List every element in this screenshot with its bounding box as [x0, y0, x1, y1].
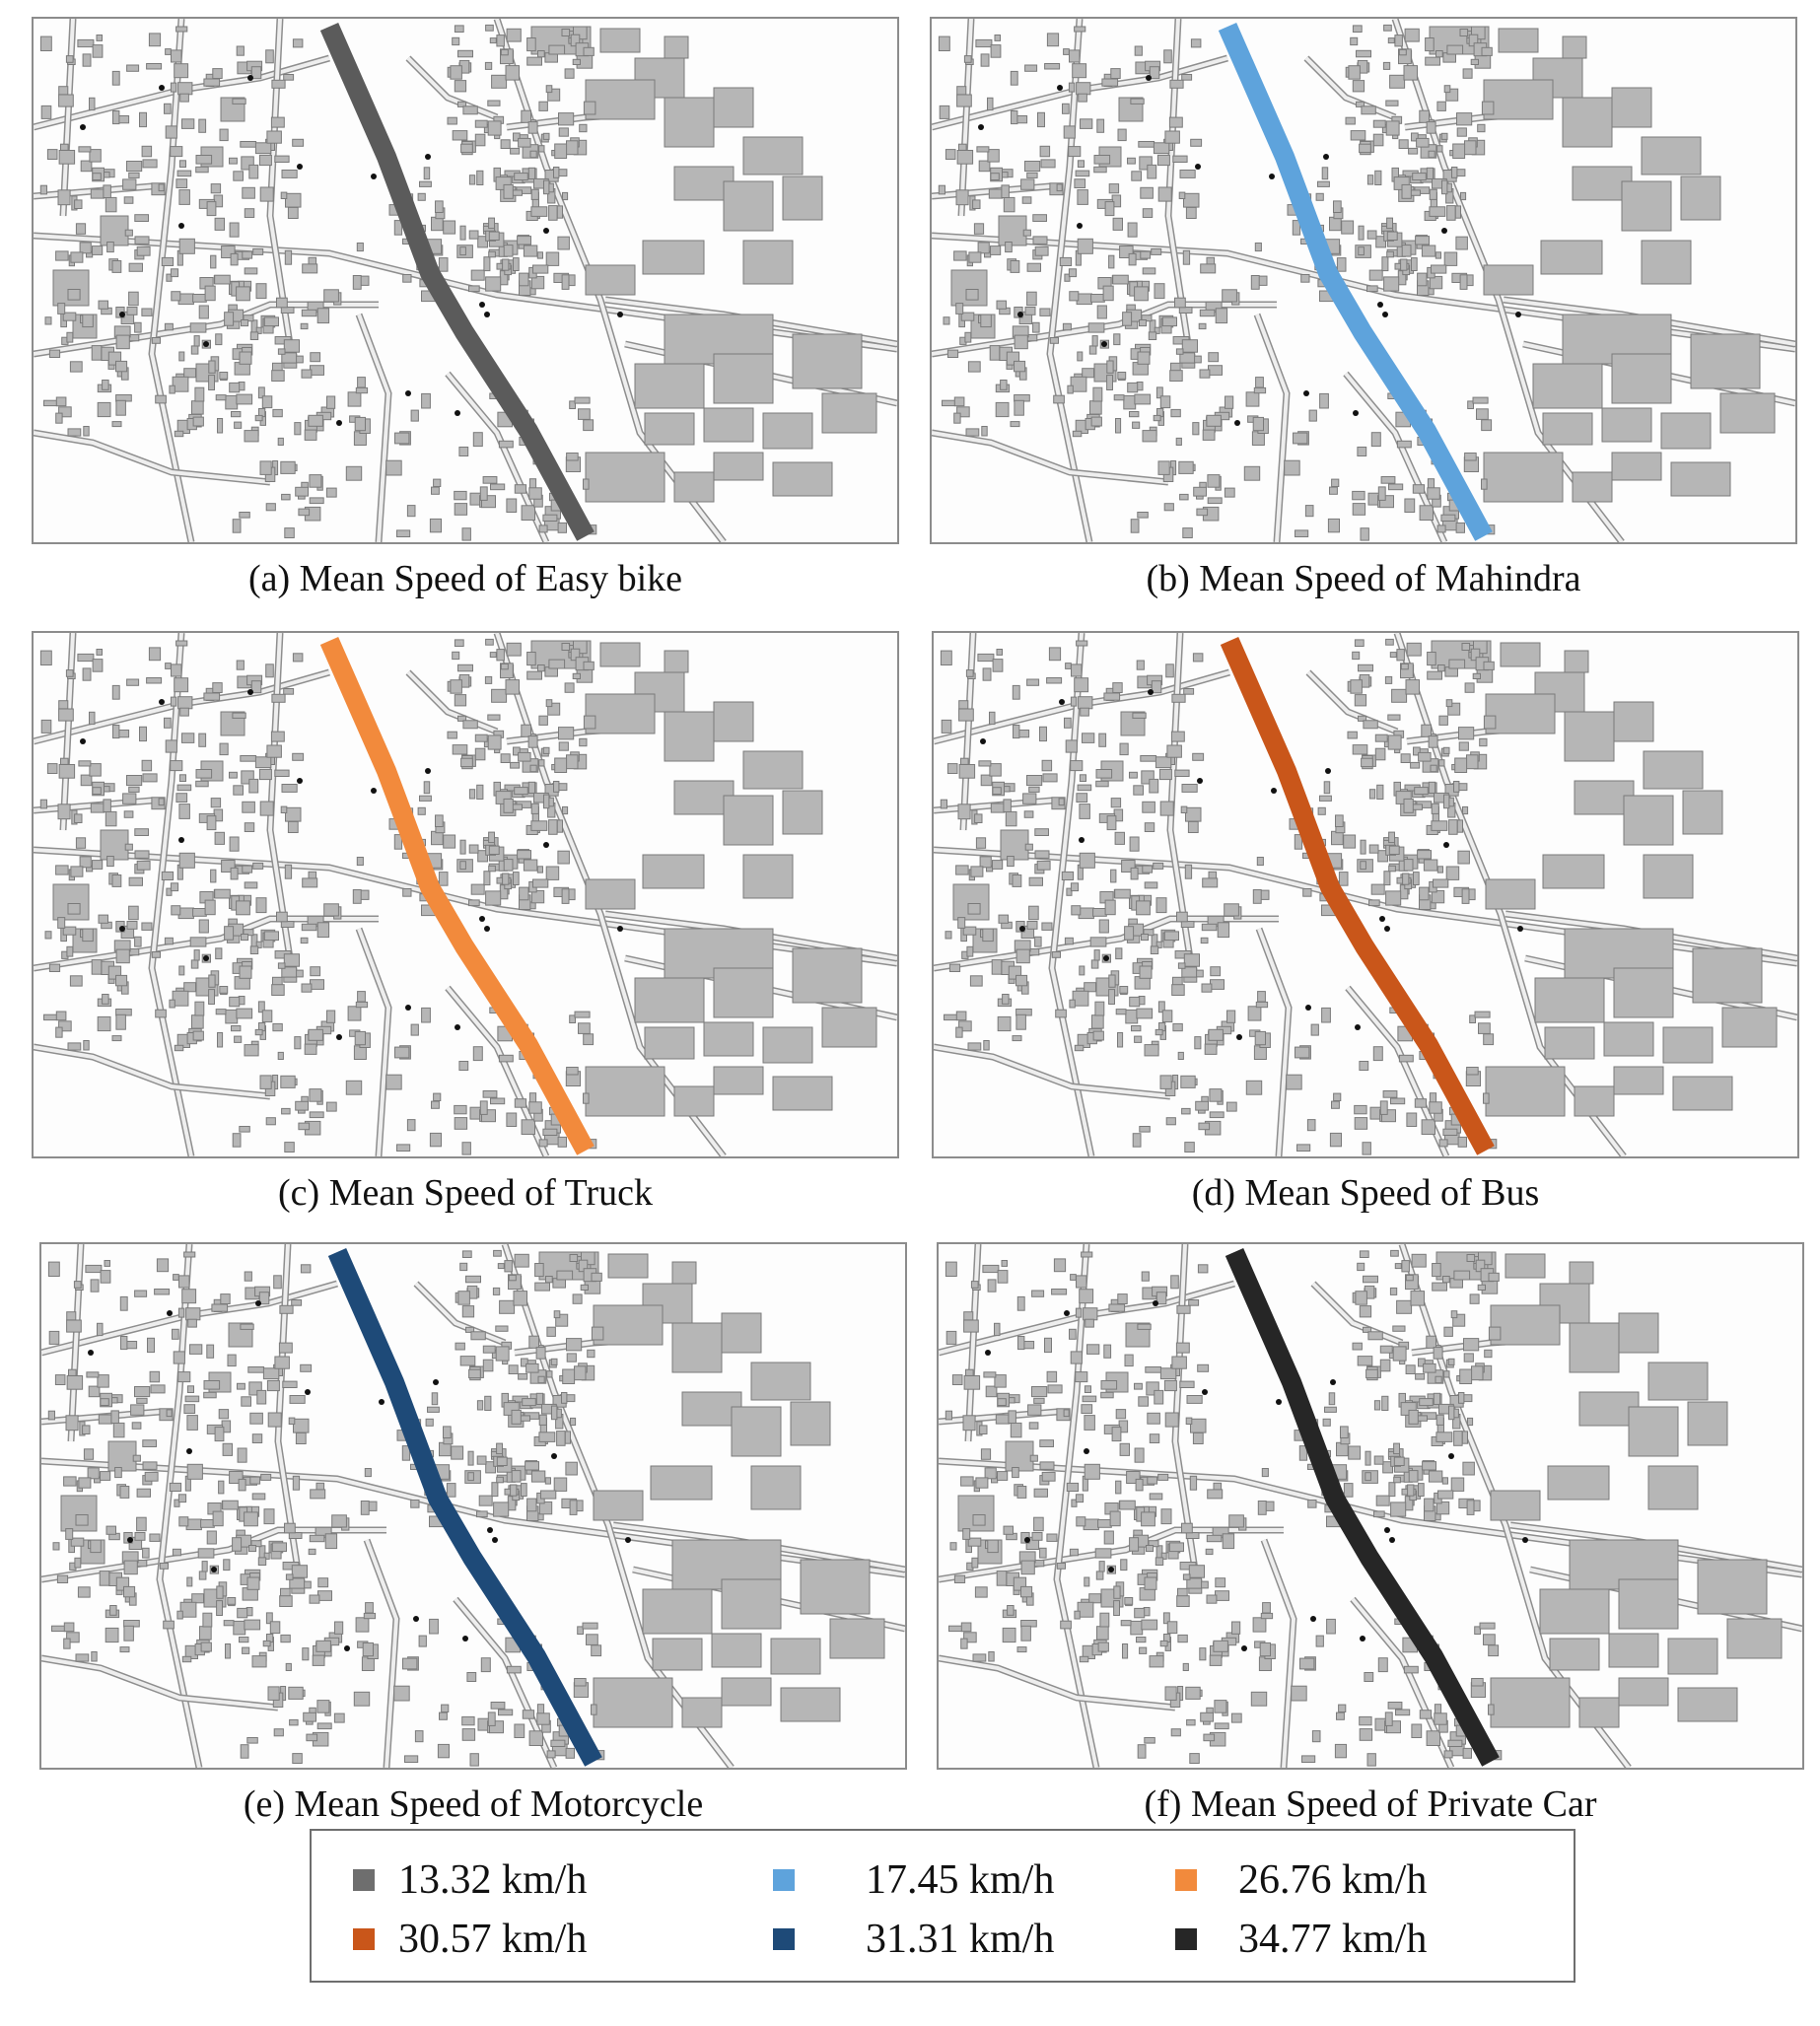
legend-swatch: [1173, 1926, 1199, 1952]
map-c: [32, 631, 899, 1158]
legend-item: 13.32 km/h: [351, 1856, 587, 1904]
legend-label: 17.45 km/h: [866, 1857, 1055, 1903]
route-line-d: [1220, 636, 1495, 1155]
legend-label: 31.31 km/h: [866, 1917, 1055, 1962]
caption-f: (f) Mean Speed of Private Car: [1144, 1783, 1597, 1825]
route-line-e: [327, 1247, 602, 1767]
map-f: [937, 1242, 1804, 1770]
map-d: [932, 631, 1799, 1158]
legend-label: 34.77 km/h: [1238, 1917, 1428, 1962]
map-e: [39, 1242, 907, 1770]
route-line-b: [1218, 22, 1493, 541]
legend-item: 26.76 km/h: [1173, 1856, 1427, 1904]
legend-label: 13.32 km/h: [398, 1857, 588, 1903]
caption-a: (a) Mean Speed of Easy bike: [247, 558, 682, 599]
map-a: [32, 17, 899, 544]
legend-item: 31.31 km/h: [771, 1916, 1054, 1963]
legend-swatch: [771, 1867, 797, 1893]
map-b: [930, 17, 1797, 544]
caption-b: (b) Mean Speed of Mahindra: [1146, 558, 1581, 599]
legend-item: 17.45 km/h: [771, 1856, 1054, 1904]
route-line-c: [319, 636, 595, 1155]
legend-swatch: [351, 1926, 377, 1952]
legend-swatch: [771, 1926, 797, 1952]
caption-c: (c) Mean Speed of Truck: [278, 1172, 653, 1214]
route-line-a: [319, 22, 595, 541]
legend-swatch: [351, 1867, 377, 1893]
legend-label: 30.57 km/h: [398, 1917, 588, 1962]
legend-item: 34.77 km/h: [1173, 1916, 1427, 1963]
route-line-f: [1225, 1247, 1500, 1767]
legend-item: 30.57 km/h: [351, 1916, 587, 1963]
legend-swatch: [1173, 1867, 1199, 1893]
caption-d: (d) Mean Speed of Bus: [1191, 1172, 1540, 1214]
legend-label: 26.76 km/h: [1238, 1857, 1428, 1903]
caption-e: (e) Mean Speed of Motorcycle: [243, 1783, 704, 1825]
speed-legend: 13.32 km/h 17.45 km/h 26.76 km/h 30.57 k…: [310, 1829, 1575, 1983]
